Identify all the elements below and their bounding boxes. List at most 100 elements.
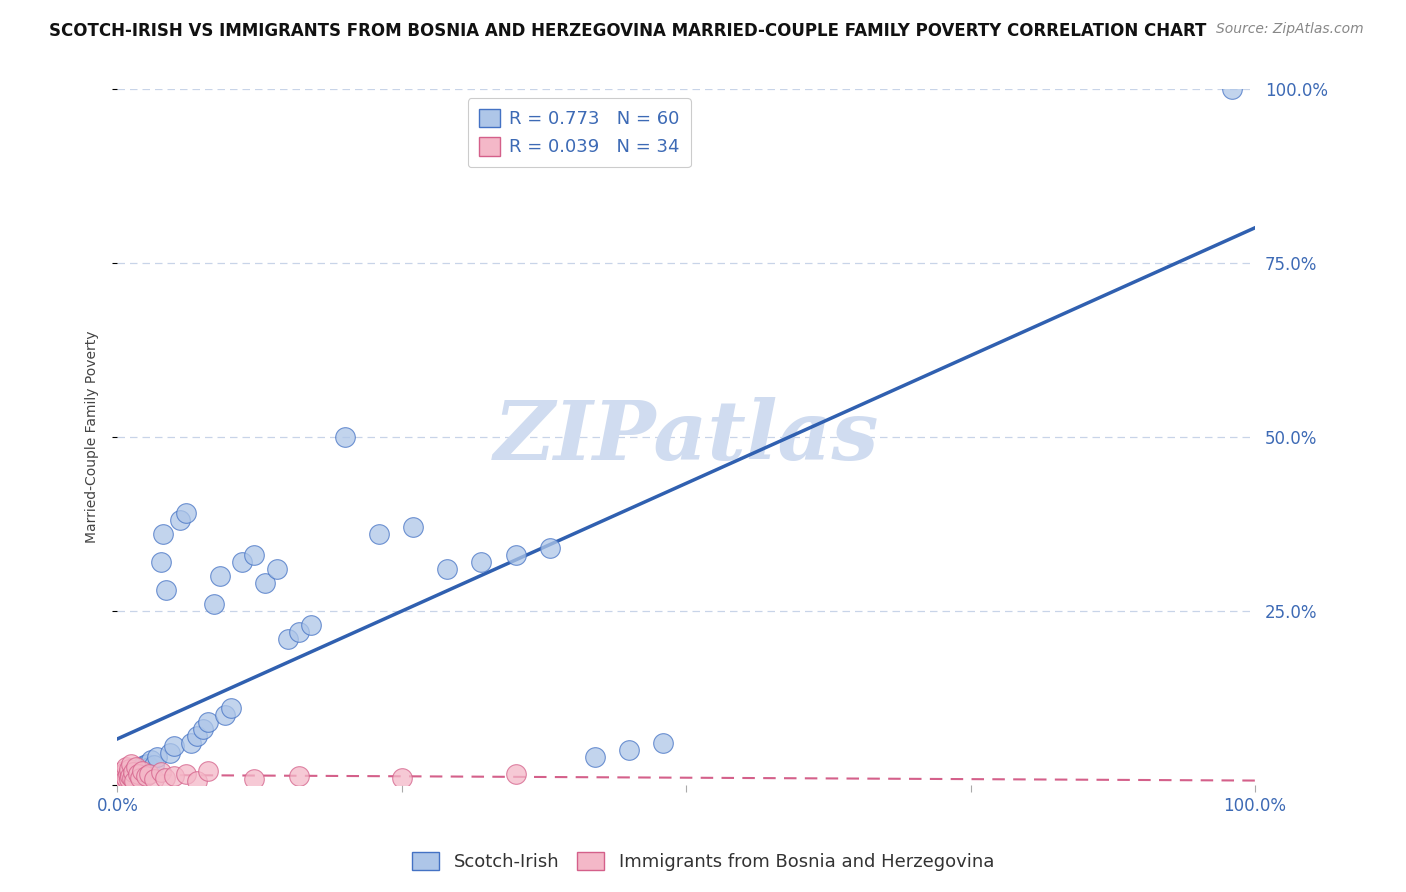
Point [112,772,135,787]
Point [122,772,145,787]
Point [146,750,169,764]
Point [124,773,146,788]
Point [115,773,138,788]
Point [208,569,231,583]
Point [135,763,157,777]
Point [111,767,134,781]
Y-axis label: Married-Couple Family Poverty: Married-Couple Family Poverty [86,331,100,543]
Point [121,771,143,785]
Point [117,767,139,781]
Point [128,763,150,777]
Point [159,747,181,761]
Point [114,765,136,780]
Point [118,769,141,783]
Point [288,624,311,639]
Point [652,736,675,750]
Point [118,771,141,785]
Point [197,715,219,730]
Point [219,701,242,715]
Point [191,722,214,736]
Point [277,632,299,646]
Point [118,763,141,777]
Point [202,597,225,611]
Point [436,562,458,576]
Point [117,772,139,787]
Point [124,760,146,774]
Point [112,775,135,789]
Point [129,767,152,781]
Point [127,765,149,780]
Point [1220,82,1243,96]
Point [152,527,174,541]
Point [115,760,138,774]
Point [120,756,142,771]
Point [186,773,208,788]
Point [149,765,172,780]
Point [149,555,172,569]
Point [505,548,527,562]
Point [155,582,177,597]
Point [124,769,146,783]
Point [121,771,143,785]
Point [402,520,425,534]
Point [197,764,219,778]
Point [124,765,146,780]
Point [470,555,492,569]
Point [333,430,356,444]
Point [110,774,132,789]
Point [174,507,197,521]
Text: ZIPatlas: ZIPatlas [494,397,879,477]
Point [583,750,606,764]
Point [132,758,155,772]
Point [299,617,322,632]
Point [243,772,266,787]
Point [136,756,159,771]
Text: Source: ZipAtlas.com: Source: ZipAtlas.com [1216,22,1364,37]
Point [135,769,157,783]
Point [186,729,208,743]
Point [231,555,253,569]
Point [619,743,641,757]
Point [138,767,160,781]
Point [138,760,160,774]
Point [180,736,202,750]
Point [118,772,141,787]
Point [112,764,135,778]
Point [368,527,391,541]
Point [142,758,165,772]
Point [127,767,149,781]
Point [114,773,136,788]
Point [114,774,136,789]
Point [129,760,152,774]
Point [142,772,165,787]
Point [174,767,197,781]
Legend: Scotch-Irish, Immigrants from Bosnia and Herzegovina: Scotch-Irish, Immigrants from Bosnia and… [405,845,1001,879]
Point [505,767,527,781]
Text: SCOTCH-IRISH VS IMMIGRANTS FROM BOSNIA AND HERZEGOVINA MARRIED-COUPLE FAMILY POV: SCOTCH-IRISH VS IMMIGRANTS FROM BOSNIA A… [49,22,1206,40]
Point [120,769,142,783]
Point [120,767,142,781]
Point [288,769,311,783]
Legend: R = 0.773   N = 60, R = 0.039   N = 34: R = 0.773 N = 60, R = 0.039 N = 34 [468,98,690,168]
Point [118,772,141,787]
Point [153,771,176,785]
Point [266,562,288,576]
Point [129,771,152,785]
Point [169,513,191,527]
Point [538,541,561,556]
Point [214,708,236,723]
Point [118,774,141,789]
Point [163,769,186,783]
Point [125,764,148,778]
Point [243,548,266,562]
Point [254,576,277,591]
Point [141,753,163,767]
Point [122,765,145,780]
Point [391,771,413,785]
Point [163,739,186,754]
Point [115,771,138,785]
Point [112,769,135,783]
Point [124,767,146,781]
Point [131,764,153,778]
Point [131,764,153,778]
